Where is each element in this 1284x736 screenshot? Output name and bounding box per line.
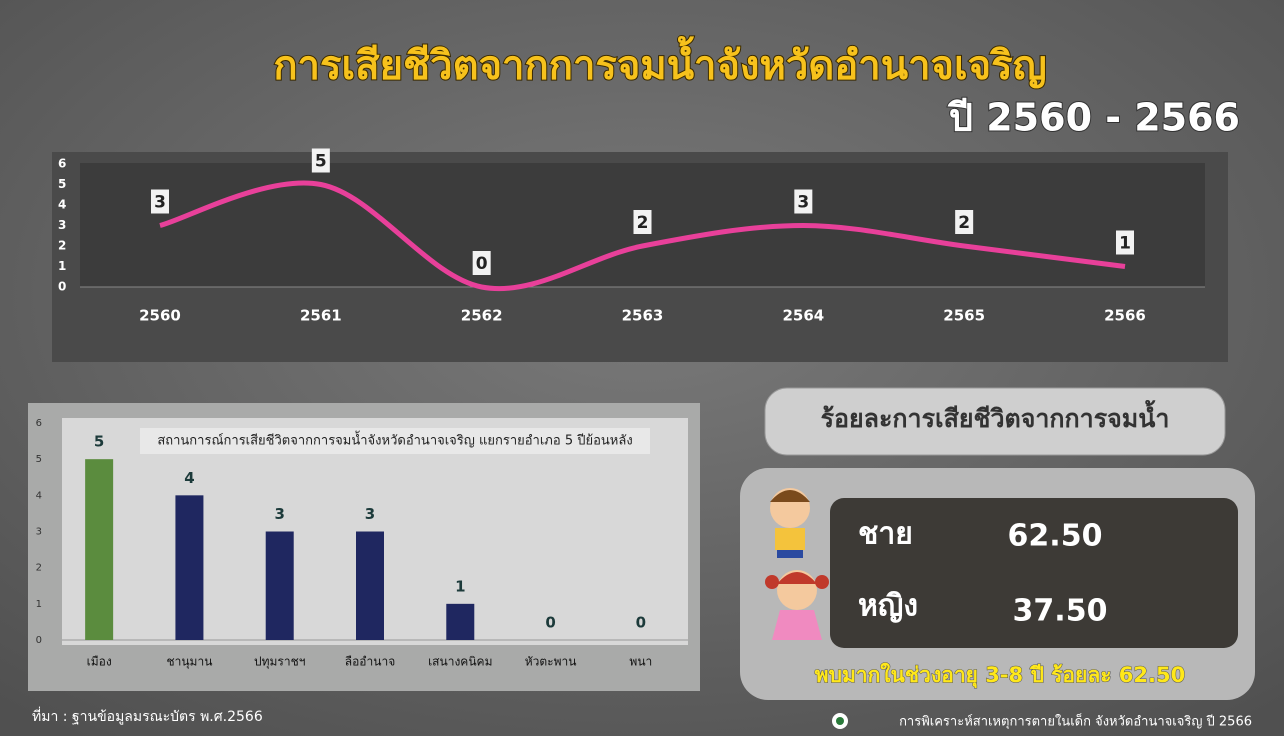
bar-title-box (140, 428, 650, 454)
data-label: 0 (476, 254, 488, 274)
y-tick-label: 4 (58, 198, 66, 212)
x-tick-label: 2561 (300, 307, 342, 325)
row-value: 37.50 (1013, 594, 1108, 629)
y-tick-label: 1 (58, 259, 66, 273)
source: ที่มา : ฐานข้อมูลมรณะบัตร พ.ศ.2566 (32, 707, 263, 725)
data-label: 0 (636, 614, 646, 632)
panel-note: พบมากในช่วงอายุ 3-8 ปี ร้อยละ 62.50 (815, 662, 1185, 689)
row-label: ชาย (858, 517, 913, 552)
y-tick-label: 3 (58, 218, 66, 232)
x-tick-label: เมือง (87, 655, 112, 669)
x-tick-label: ลืออำนาจ (345, 655, 395, 669)
x-tick-label: 2564 (782, 307, 824, 325)
panel-title: ร้อยละการเสียชีวิตจากการจมน้ำ (821, 399, 1170, 433)
label-box (472, 251, 491, 275)
x-tick-label: เสนางคนิคม (428, 655, 492, 669)
x-tick-label: 2565 (943, 307, 985, 325)
row-value: 62.50 (1008, 519, 1103, 554)
y-tick-label: 5 (58, 177, 66, 191)
x-tick-label: 2562 (461, 307, 503, 325)
data-label: 1 (1119, 234, 1131, 254)
bar (356, 531, 384, 640)
bar (85, 459, 114, 640)
logo (836, 717, 844, 725)
y-tick-label: 6 (58, 157, 66, 171)
y-tick-label: 5 (36, 454, 42, 465)
data-label: 5 (315, 152, 327, 172)
label-box (311, 148, 330, 173)
y-tick-label: 1 (36, 599, 42, 610)
bar-title: สถานการณ์การเสียชีวิตจากการจมน้ำจังหวัดอ… (157, 431, 632, 449)
x-tick-label: ชานุมาน (166, 655, 212, 670)
x-tick-label: 2563 (622, 307, 664, 325)
data-label: 2 (958, 213, 970, 233)
data-label: 3 (797, 193, 809, 213)
y-tick-label: 2 (36, 563, 42, 574)
data-label: 4 (184, 469, 194, 487)
label-box (1116, 230, 1134, 255)
bar (175, 495, 204, 640)
data-label: 2 (637, 213, 649, 233)
y-tick-label: 2 (58, 239, 66, 253)
x-tick-label: 2560 (139, 307, 181, 325)
data-label: 0 (545, 614, 555, 632)
data-label: 1 (455, 577, 465, 595)
line (159, 180, 1126, 291)
x-tick-label: 2566 (1104, 307, 1146, 325)
label-box (955, 210, 974, 234)
girl-icon (765, 570, 829, 640)
bar (446, 603, 475, 640)
y-tick-label: 0 (36, 635, 42, 646)
data-label: 3 (154, 193, 166, 213)
y-tick-label: 6 (36, 418, 42, 429)
credit: การพิเคราะห์สาเหตุการตายในเด็ก จังหวัดอำ… (899, 712, 1252, 730)
data-label: 3 (274, 505, 284, 523)
subtitle: ปี 2560 - 2566 (947, 96, 1240, 140)
row-label: หญิง (858, 589, 918, 624)
data-label: 5 (94, 433, 104, 451)
x-tick-label: ปทุมราชฯ (254, 655, 306, 670)
boy-icon (770, 488, 810, 558)
label-box (794, 189, 813, 214)
label-box (633, 210, 652, 234)
y-tick-label: 0 (58, 280, 66, 294)
data-label: 3 (365, 505, 375, 523)
x-tick-label: หัวตะพาน (525, 655, 577, 669)
panel-inner (830, 498, 1238, 648)
y-tick-label: 4 (36, 490, 42, 501)
y-tick-label: 3 (36, 527, 42, 538)
x-tick-label: พนา (629, 655, 652, 669)
panel-title-box (764, 387, 1226, 456)
bar (265, 531, 294, 640)
label-box (151, 189, 169, 214)
title: การเสียชีวิตจากการจมน้ำจังหวัดอำนาจเจริญ (273, 36, 1046, 89)
